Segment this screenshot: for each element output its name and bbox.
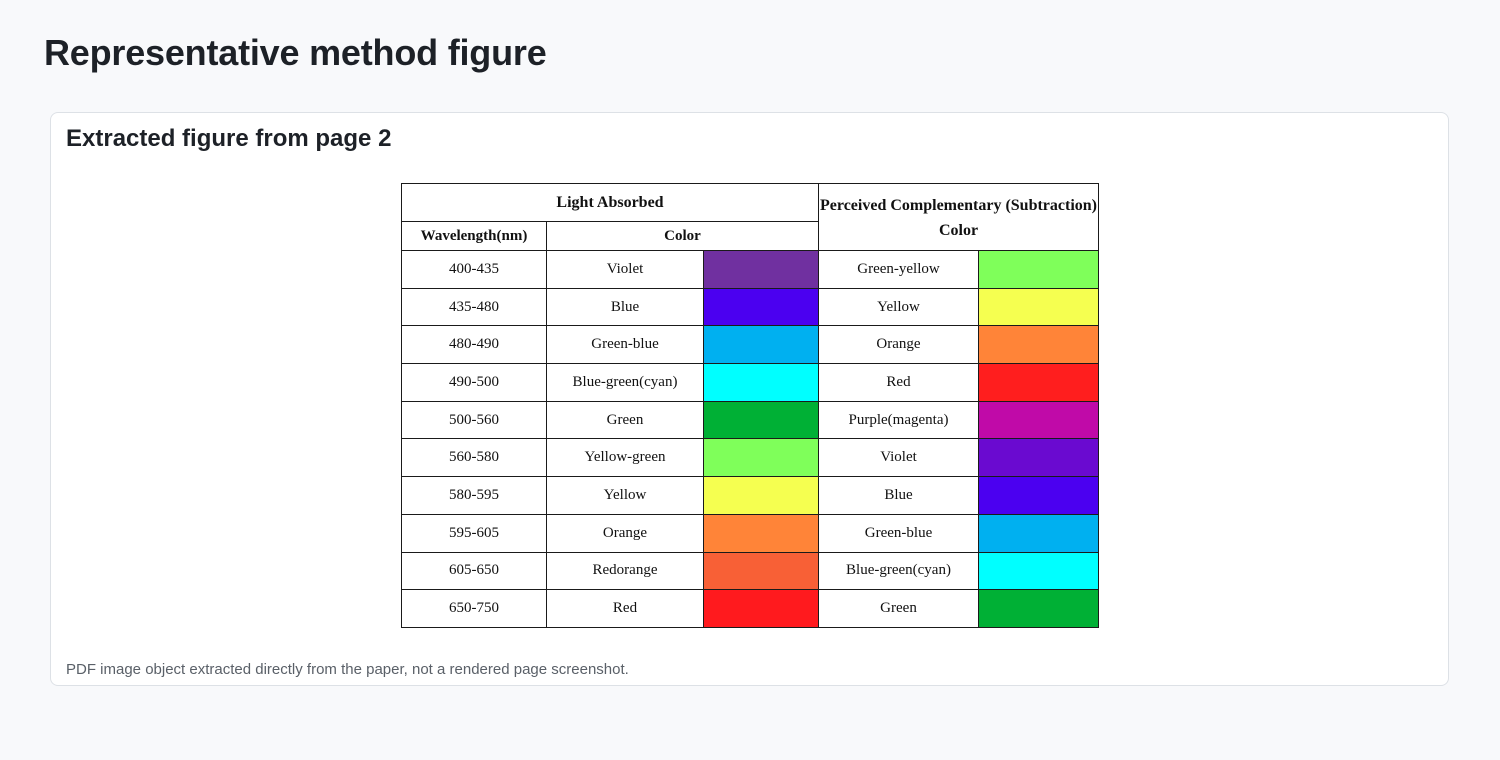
extracted-figure: Light Absorbed Perceived Complementary (… — [401, 183, 1100, 629]
perceived-color-swatch — [977, 363, 1100, 402]
light-absorbed-header: Light Absorbed — [401, 183, 819, 222]
perceived-color-swatch — [977, 476, 1100, 515]
perceived-color-header: Perceived Complementary (Subtraction) Co… — [817, 183, 1100, 251]
perceived-color-swatch — [977, 513, 1100, 553]
absorbed-color-swatch — [703, 363, 819, 402]
absorbed-color-name-cell: Green — [546, 400, 704, 440]
absorbed-color-swatch — [703, 476, 819, 515]
wavelength-cell: 650-750 — [401, 589, 547, 628]
perceived-color-name-cell: Blue — [818, 476, 979, 515]
absorbed-color-name-cell: Yellow — [546, 476, 704, 515]
absorbed-color-name-cell: Red — [546, 589, 704, 628]
wavelength-cell: 400-435 — [401, 250, 547, 289]
absorbed-color-swatch — [703, 438, 819, 478]
wavelength-cell: 500-560 — [401, 400, 547, 440]
perceived-color-swatch — [977, 438, 1100, 478]
wavelength-cell: 605-650 — [401, 551, 547, 591]
page-title: Representative method figure — [44, 32, 547, 73]
absorbed-color-name-cell: Orange — [546, 513, 704, 553]
card-title: Extracted figure from page 2 — [66, 125, 392, 152]
color-absorption-table: Light Absorbed Perceived Complementary (… — [401, 183, 1100, 628]
wavelength-cell: 490-500 — [401, 363, 547, 402]
perceived-color-swatch — [977, 250, 1100, 289]
absorbed-color-name-cell: Green-blue — [546, 325, 704, 365]
perceived-color-name-cell: Orange — [818, 325, 979, 365]
wavelength-cell: 595-605 — [401, 513, 547, 553]
perceived-color-swatch — [977, 287, 1100, 327]
perceived-color-name-cell: Green-yellow — [818, 250, 979, 289]
table-body: 400-435 Violet Green-yellow 435-480 Blue Yell… — [401, 250, 1100, 628]
absorbed-color-swatch — [703, 513, 819, 553]
figure-caption: PDF image object extracted directly from… — [66, 661, 629, 678]
absorbed-color-name-cell: Blue-green(cyan) — [546, 363, 704, 402]
perceived-color-swatch — [977, 551, 1100, 591]
color-header: Color — [546, 221, 819, 251]
absorbed-color-swatch — [703, 551, 819, 591]
wavelength-cell: 435-480 — [401, 287, 547, 327]
wavelength-cell: 560-580 — [401, 438, 547, 478]
perceived-color-name-cell: Green-blue — [818, 513, 979, 553]
table-row: 580-595 Yellow Blue — [401, 476, 1100, 515]
perceived-color-name-cell: Yellow — [818, 287, 979, 327]
table-row: 490-500 Blue-green(cyan) Red — [401, 363, 1100, 402]
absorbed-color-name-cell: Redorange — [546, 551, 704, 591]
absorbed-color-swatch — [703, 400, 819, 440]
table-row: 605-650 Redorange Blue-green(cyan) — [401, 551, 1100, 591]
absorbed-color-name-cell: Blue — [546, 287, 704, 327]
absorbed-color-swatch — [703, 589, 819, 628]
table-row: 650-750 Red Green — [401, 589, 1100, 628]
table-row: 480-490 Green-blue Orange — [401, 325, 1100, 365]
perceived-color-name-cell: Green — [818, 589, 979, 628]
wavelength-header: Wavelength(nm) — [401, 221, 547, 251]
table-row: 595-605 Orange Green-blue — [401, 513, 1100, 553]
perceived-color-name-cell: Purple(magenta) — [818, 400, 979, 440]
perceived-color-name-cell: Red — [818, 363, 979, 402]
absorbed-color-name-cell: Violet — [546, 250, 704, 289]
absorbed-color-swatch — [703, 325, 819, 365]
table-row: 500-560 Green Purple(magenta) — [401, 400, 1100, 440]
perceived-color-name-cell: Blue-green(cyan) — [818, 551, 979, 591]
absorbed-color-swatch — [703, 287, 819, 327]
perceived-color-swatch — [977, 400, 1100, 440]
figure-card: Extracted figure from page 2 Light Absor… — [50, 112, 1449, 686]
perceived-color-swatch — [977, 589, 1100, 628]
table-row: 435-480 Blue Yellow — [401, 287, 1100, 327]
absorbed-color-name-cell: Yellow-green — [546, 438, 704, 478]
perceived-color-name-cell: Violet — [818, 438, 979, 478]
absorbed-color-swatch — [703, 250, 819, 289]
perceived-color-swatch — [977, 325, 1100, 365]
wavelength-cell: 480-490 — [401, 325, 547, 365]
table-row: 560-580 Yellow-green Violet — [401, 438, 1100, 478]
table-row: 400-435 Violet Green-yellow — [401, 250, 1100, 289]
wavelength-cell: 580-595 — [401, 476, 547, 515]
